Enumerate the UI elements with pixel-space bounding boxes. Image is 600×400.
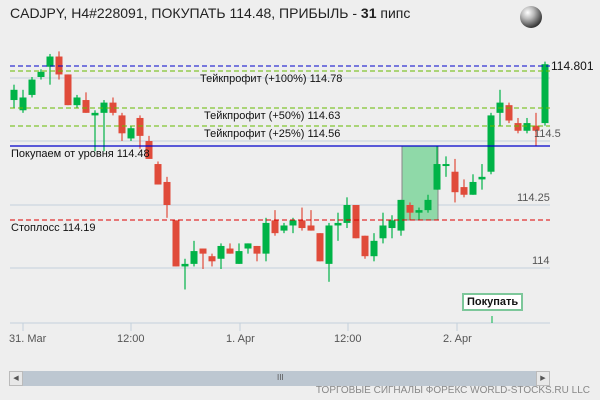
candle <box>316 233 324 262</box>
candle <box>433 164 441 190</box>
candle <box>532 125 540 131</box>
profit-value: 31 <box>360 5 377 21</box>
chart-title: CADJPY, H4#228091, ПОКУПАТЬ 114.48, ПРИБ… <box>10 5 411 21</box>
x-tick-2: 12:00 <box>117 333 145 345</box>
entry-label: Покупаем от уровня 114.48 <box>11 148 150 160</box>
candle <box>541 64 549 124</box>
candle <box>190 251 198 264</box>
candle <box>217 245 225 259</box>
candle <box>505 105 513 121</box>
x-tick-5: 2. Apr <box>443 333 472 345</box>
candle <box>397 199 405 231</box>
candle <box>127 128 135 139</box>
globe-icon[interactable] <box>520 6 542 28</box>
candle <box>334 222 342 226</box>
candle <box>379 225 387 239</box>
candle <box>253 245 261 254</box>
candle <box>28 79 36 95</box>
candle <box>244 243 252 249</box>
candle <box>514 123 522 131</box>
tp100-label: Тейкпрофит (+100%) 114.78 <box>200 73 343 85</box>
candle <box>199 248 207 254</box>
candle <box>280 225 288 231</box>
candle <box>46 56 54 67</box>
candle <box>415 210 423 213</box>
candle <box>478 176 486 180</box>
candle <box>271 220 279 234</box>
candle <box>343 205 351 223</box>
scroll-grip-icon[interactable]: III <box>277 373 284 382</box>
candle <box>154 164 162 185</box>
y-tick-2: 114.25 <box>517 192 550 204</box>
stoploss-label: Стоплосс 114.19 <box>11 222 96 234</box>
y-tick-1: 114.5 <box>534 128 561 140</box>
scroll-left-button[interactable]: ◀ <box>9 371 23 386</box>
current-price-label: 114.801 <box>551 59 594 73</box>
candle <box>262 222 270 254</box>
candle <box>73 97 81 106</box>
candle <box>91 112 99 116</box>
tp25-label: Тейкпрофит (+25%) 114.56 <box>204 128 341 140</box>
candle <box>172 220 180 267</box>
candle <box>145 141 153 159</box>
candle <box>55 56 63 75</box>
candle <box>226 248 234 254</box>
candle <box>370 240 378 257</box>
candle <box>208 256 216 262</box>
candle <box>487 115 495 172</box>
candle <box>64 74 72 106</box>
tp50-label: Тейкпрофит (+50%) 114.63 <box>204 110 341 122</box>
candle <box>451 171 459 193</box>
candle <box>424 199 432 211</box>
candle <box>289 220 297 226</box>
candle <box>100 102 108 113</box>
candle <box>361 235 369 257</box>
candle <box>460 187 468 195</box>
horizontal-scrollbar[interactable]: ◀ III ▶ <box>9 371 550 386</box>
candle <box>181 263 189 267</box>
candle <box>10 89 18 101</box>
x-tick-3: 1. Apr <box>226 333 255 345</box>
candle <box>442 164 450 167</box>
candle <box>523 123 531 131</box>
candle <box>406 205 414 213</box>
candle <box>307 225 315 231</box>
x-tick-1: 31. Mar <box>9 333 47 345</box>
candle <box>82 100 90 113</box>
candle <box>163 181 171 205</box>
candle <box>298 220 306 229</box>
candle <box>235 251 243 264</box>
x-tick-4: 12:00 <box>334 333 362 345</box>
candle <box>352 205 360 239</box>
candle <box>109 102 117 113</box>
candle <box>388 220 396 229</box>
scroll-right-button[interactable]: ▶ <box>536 371 550 386</box>
y-tick-3: 114 <box>532 255 550 267</box>
buy-signal-flag[interactable]: Покупать <box>462 293 524 311</box>
candle <box>37 71 45 77</box>
candle <box>136 117 144 136</box>
gridlines <box>10 77 550 331</box>
candle <box>19 97 27 111</box>
candle <box>118 115 126 134</box>
candle <box>469 181 477 195</box>
footer-credit: ТОРГОВЫЕ СИГНАЛЫ ФОРЕКС WORLD-STOCKS.RU … <box>315 385 590 396</box>
candle <box>325 225 333 264</box>
candles <box>10 51 549 290</box>
